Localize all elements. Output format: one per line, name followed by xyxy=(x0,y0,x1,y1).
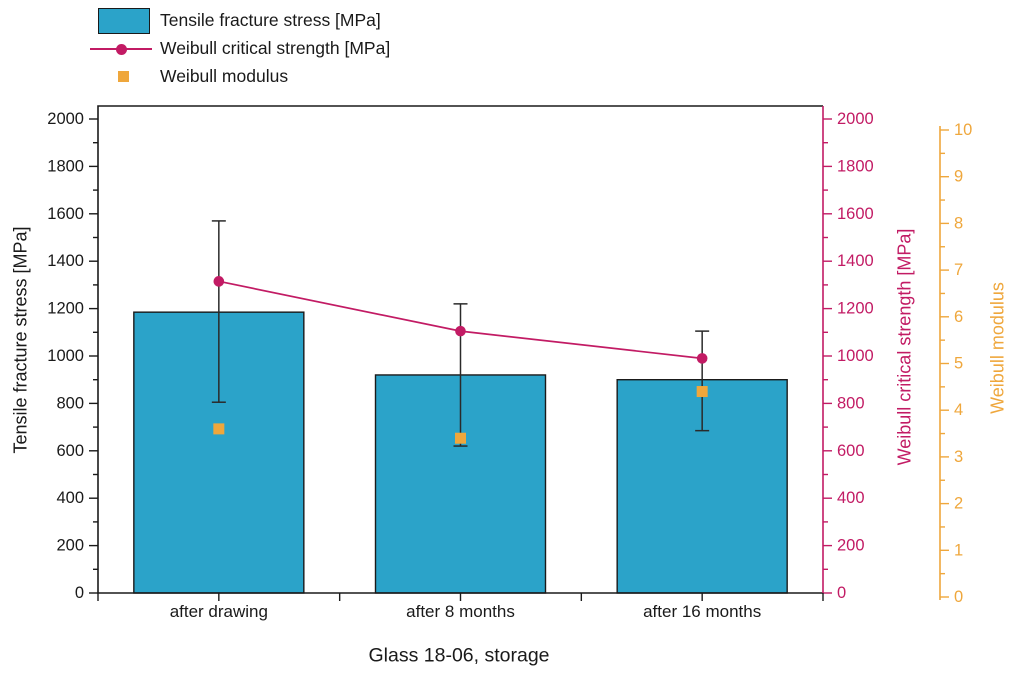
modulus-point xyxy=(213,423,225,435)
left-tick-label: 200 xyxy=(56,537,84,555)
modulus-tick-label: 9 xyxy=(954,168,963,186)
strength-axis-title: Weibull critical strength [MPa] xyxy=(894,228,915,466)
left-tick-label: 800 xyxy=(56,394,84,412)
strength-point xyxy=(213,276,225,287)
strength-point xyxy=(696,353,708,364)
square-marker-icon xyxy=(88,62,160,90)
modulus-tick-label: 8 xyxy=(954,214,963,232)
legend-item-modulus: Weibull modulus xyxy=(88,62,390,90)
strength-point xyxy=(455,325,466,337)
modulus-tick-label: 1 xyxy=(954,541,963,559)
left-axis-title: Tensile fracture stress [MPa] xyxy=(10,226,31,454)
legend-item-tensile: Tensile fracture stress [MPa] xyxy=(88,6,390,34)
left-tick-label: 1000 xyxy=(47,347,84,365)
modulus-tick-label: 4 xyxy=(954,401,963,419)
strength-tick-label: 200 xyxy=(837,537,865,555)
modulus-tick-label: 7 xyxy=(954,261,963,279)
left-tick-label: 600 xyxy=(56,442,84,460)
legend-label: Tensile fracture stress [MPa] xyxy=(160,9,381,30)
x-axis-title: Glass 18-06, storage xyxy=(368,644,550,667)
modulus-tick-label: 2 xyxy=(954,495,963,513)
strength-tick-label: 1600 xyxy=(837,205,874,223)
left-tick-label: 0 xyxy=(75,584,84,602)
strength-tick-label: 1400 xyxy=(837,252,874,270)
strength-tick-label: 400 xyxy=(837,489,865,507)
category-label: after 8 months xyxy=(406,602,515,621)
strength-tick-label: 2000 xyxy=(837,110,874,128)
left-tick-label: 1600 xyxy=(47,205,84,223)
left-tick-label: 1200 xyxy=(47,300,84,318)
strength-tick-label: 1000 xyxy=(837,347,874,365)
modulus-tick-label: 0 xyxy=(954,588,963,606)
legend: Tensile fracture stress [MPa] Weibull cr… xyxy=(88,6,390,90)
legend-item-strength: Weibull critical strength [MPa] xyxy=(88,34,390,62)
bar-swatch-icon xyxy=(88,6,160,34)
modulus-tick-label: 3 xyxy=(954,448,963,466)
modulus-point xyxy=(696,386,708,398)
modulus-tick-label: 5 xyxy=(954,355,963,373)
left-tick-label: 1800 xyxy=(47,157,84,175)
modulus-axis-title: Weibull modulus xyxy=(987,282,1008,414)
strength-tick-label: 800 xyxy=(837,394,865,412)
modulus-point xyxy=(455,432,466,444)
strength-tick-label: 600 xyxy=(837,442,865,460)
modulus-tick-label: 6 xyxy=(954,308,963,326)
strength-tick-label: 1800 xyxy=(837,157,874,175)
left-tick-label: 400 xyxy=(56,489,84,507)
category-label: after drawing xyxy=(170,602,268,621)
left-tick-label: 2000 xyxy=(47,110,84,128)
modulus-tick-label: 10 xyxy=(954,121,972,139)
legend-label: Weibull modulus xyxy=(160,65,289,86)
category-label: after 16 months xyxy=(643,602,761,621)
strength-tick-label: 0 xyxy=(837,584,846,602)
strength-tick-label: 1200 xyxy=(837,300,874,318)
legend-label: Weibull critical strength [MPa] xyxy=(160,37,391,58)
left-tick-label: 1400 xyxy=(47,252,84,270)
line-dot-icon xyxy=(88,34,160,62)
